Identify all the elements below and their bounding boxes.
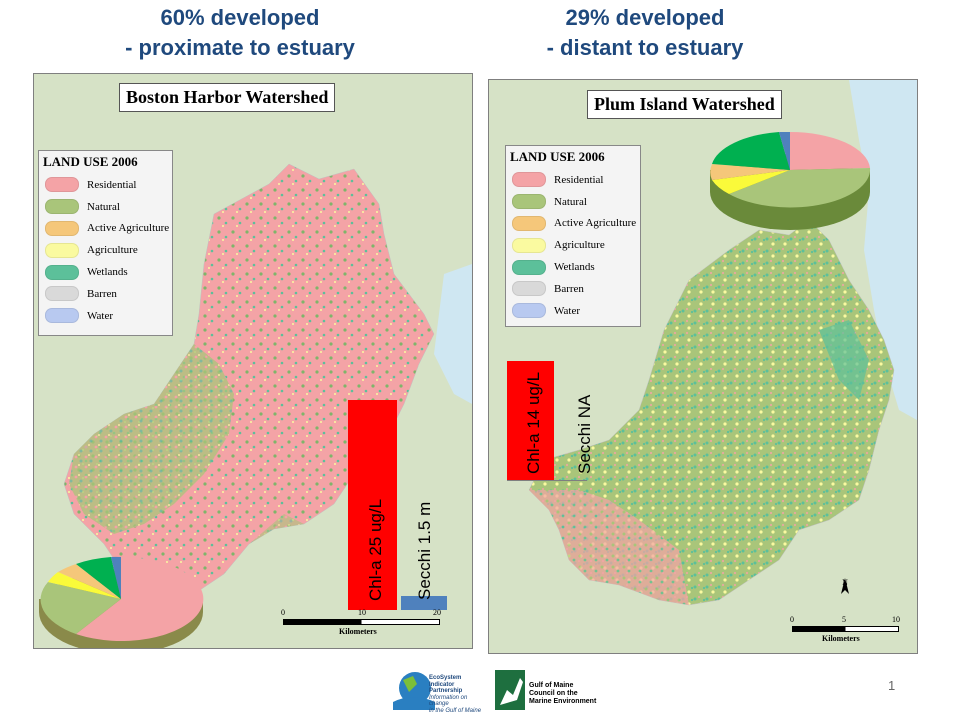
esip-tag-line2: in the Gulf of Maine (429, 707, 482, 714)
boston-harbor-map: Boston Harbor Watershed LAND USE 2006 Re… (33, 73, 473, 649)
plum-legend-items: Residential Natural Active Agriculture Agri… (506, 169, 640, 322)
plum-legend-item: Natural (506, 191, 640, 213)
plum-legend-item: Agriculture (506, 234, 640, 256)
plum-legend-swatch (512, 194, 546, 210)
plum-scale-bar: 0 5 10 Kilometers (790, 615, 905, 645)
boston-legend-swatch (45, 199, 79, 215)
gulf-line3: Marine Environment (529, 698, 597, 705)
boston-legend-label: Water (87, 309, 113, 322)
boston-secchi-bar (401, 596, 447, 610)
boston-legend-swatch (45, 220, 79, 236)
boston-scale-unit: Kilometers (339, 627, 377, 636)
esip-name-line2: Partnership (429, 688, 463, 694)
esip-logo-icon (393, 672, 435, 710)
boston-legend: LAND USE 2006 Residential Natural Active A… (38, 150, 173, 336)
plum-legend-swatch (512, 237, 546, 253)
right-heading-line2: - distant to estuary (546, 35, 744, 60)
plum-legend-label: Barren (554, 282, 584, 295)
boston-legend-swatch (45, 242, 79, 258)
boston-legend-swatch (45, 286, 79, 302)
boston-legend-swatch (45, 264, 79, 280)
plum-legend-label: Agriculture (554, 239, 605, 252)
esip-name-line1: EcoSystem Indicator (429, 675, 462, 688)
plum-legend-title: LAND USE 2006 (510, 149, 605, 164)
boston-legend-item: Water (39, 305, 172, 327)
plum-scale-tick-2: 10 (892, 615, 900, 624)
plum-legend-label: Residential (554, 173, 604, 186)
boston-map-graphic (63, 163, 472, 595)
boston-legend-label: Barren (87, 287, 117, 300)
boston-scale-tick-1: 10 (358, 608, 366, 617)
left-heading-line1: 60% developed (160, 5, 320, 30)
plum-legend-label: Active Agriculture (554, 217, 637, 230)
boston-legend-label: Active Agriculture (87, 222, 170, 235)
boston-legend-label: Natural (87, 200, 120, 213)
plum-scale-tick-0: 0 (790, 615, 794, 624)
plum-legend-item: Residential (506, 169, 640, 191)
boston-legend-item: Agriculture (39, 239, 172, 261)
boston-legend-item: Wetlands (39, 261, 172, 283)
boston-legend-swatch (45, 308, 79, 324)
plum-legend-item: Barren (506, 278, 640, 300)
plum-island-map: Plum Island Watershed LAND USE 2006 Resi… (488, 79, 918, 654)
boston-scale-tick-0: 0 (281, 608, 285, 617)
boston-chl-label: Chl-a 25 ug/L (366, 498, 385, 601)
plum-legend-swatch (512, 215, 546, 231)
plum-legend: LAND USE 2006 Residential Natural Active A… (505, 145, 641, 327)
gulf-line2: Council on the (529, 690, 578, 697)
plum-bar-baseline (507, 480, 587, 481)
boston-legend-label: Residential (87, 178, 137, 191)
plum-legend-label: Wetlands (554, 261, 595, 274)
plum-legend-item: Active Agriculture (506, 213, 640, 235)
plum-legend-swatch (512, 303, 546, 319)
plum-legend-label: Natural (554, 195, 587, 208)
boston-legend-item: Barren (39, 283, 172, 305)
boston-legend-label: Wetlands (87, 266, 128, 279)
boston-secchi-label: Secchi 1.5 m (415, 501, 434, 600)
esip-logo: EcoSystem Indicator Partnership Informat… (393, 670, 488, 714)
plum-map-title: Plum Island Watershed (587, 90, 782, 119)
gulf-line1: Gulf of Maine (529, 682, 574, 689)
page-number: 1 (888, 678, 896, 693)
boston-legend-item: Natural (39, 196, 172, 218)
plum-legend-item: Water (506, 300, 640, 322)
plum-legend-item: Wetlands (506, 256, 640, 278)
boston-legend-item: Residential (39, 174, 172, 196)
boston-land-use-pie (39, 556, 204, 648)
left-heading-line2: - proximate to estuary (125, 35, 355, 60)
gulf-of-maine-logo: Gulf of Maine Council on the Marine Envi… (495, 670, 600, 712)
plum-chl-bar (507, 361, 554, 480)
boston-scale-bar: 0 10 20 Kilometers (281, 608, 441, 638)
plum-legend-swatch (512, 259, 546, 275)
boston-legend-items: Residential Natural Active Agriculture Agri… (39, 174, 172, 327)
plum-land-use-pie (710, 132, 871, 230)
right-heading-line1: 29% developed (565, 5, 725, 30)
plum-scale-tick-1: 5 (842, 615, 846, 624)
boston-scale-tick-2: 20 (433, 608, 441, 617)
plum-legend-swatch (512, 172, 546, 188)
plum-legend-swatch (512, 281, 546, 297)
plum-scale-unit: Kilometers (822, 634, 860, 643)
esip-tag-line1: Information on change (429, 694, 468, 708)
boston-legend-item: Active Agriculture (39, 218, 172, 240)
gulf-of-maine-logo-icon (495, 670, 525, 710)
left-heading: 60% developed - proximate to estuary (60, 3, 420, 63)
boston-legend-label: Agriculture (87, 244, 138, 257)
plum-chl-label: Chl-a 14 ug/L (524, 371, 543, 474)
boston-chl-bar (348, 400, 397, 610)
boston-map-title: Boston Harbor Watershed (119, 83, 336, 112)
right-heading: 29% developed - distant to estuary (465, 3, 825, 63)
plum-legend-label: Water (554, 304, 580, 317)
boston-legend-title: LAND USE 2006 (43, 154, 138, 169)
plum-secchi-label: Secchi NA (575, 394, 594, 474)
north-arrow-icon: N (837, 578, 853, 608)
boston-legend-swatch (45, 177, 79, 193)
